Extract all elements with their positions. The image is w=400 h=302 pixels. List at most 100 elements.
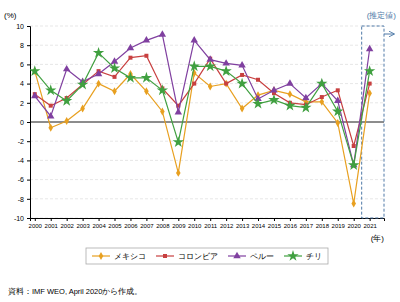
series-point xyxy=(240,105,245,113)
series-line xyxy=(35,35,370,166)
legend-label: チリ xyxy=(306,252,322,261)
series-point xyxy=(112,87,117,95)
x-tick-label: 2005 xyxy=(108,223,122,229)
y-tick-label: -4 xyxy=(18,157,24,164)
grid xyxy=(30,26,384,218)
series-point xyxy=(63,65,70,71)
x-tick: 2019 xyxy=(332,218,346,229)
series-point xyxy=(109,62,120,73)
chart: -10-8-6-4-202468102000200120022003200420… xyxy=(0,0,400,302)
y-tick-mark xyxy=(27,103,30,104)
x-tick-mark xyxy=(146,218,147,221)
x-tick-mark xyxy=(354,218,355,221)
series-point xyxy=(77,79,88,90)
x-tick-label: 2008 xyxy=(156,223,170,229)
series-point xyxy=(224,82,228,86)
series-point xyxy=(270,86,277,92)
legend-label: コロンビア xyxy=(178,252,218,261)
series-point xyxy=(143,36,150,42)
x-tick-mark xyxy=(210,218,211,221)
y-tick-mark xyxy=(27,45,30,46)
x-tick-mark xyxy=(274,218,275,221)
series-point xyxy=(192,82,196,86)
y-tick-label: 2 xyxy=(20,100,24,107)
x-tick-label: 2001 xyxy=(45,223,59,229)
series-point xyxy=(113,75,117,79)
series-point xyxy=(125,72,136,83)
y-tick-label: 4 xyxy=(20,80,24,87)
series-point xyxy=(302,94,309,100)
y-tick: 6 xyxy=(20,61,30,68)
grid-line xyxy=(30,160,384,161)
series-point xyxy=(160,107,165,115)
x-tick-label: 2009 xyxy=(172,223,186,229)
x-tick-label: 2017 xyxy=(300,223,314,229)
plot: -10-8-6-4-202468102000200120022003200420… xyxy=(14,23,385,230)
series-point xyxy=(49,104,53,108)
y-tick: 2 xyxy=(20,100,30,107)
y-tick: -2 xyxy=(18,138,30,145)
x-tick-mark xyxy=(130,218,131,221)
series-point xyxy=(205,60,216,71)
x-tick-mark xyxy=(35,218,36,221)
x-tick: 2002 xyxy=(60,218,74,229)
series-point xyxy=(95,70,102,76)
series-point xyxy=(128,56,132,60)
series-point xyxy=(175,108,182,114)
series-point xyxy=(348,159,359,170)
series-point xyxy=(31,92,38,98)
x-tick: 2000 xyxy=(29,218,43,229)
x-tick-label: 2014 xyxy=(252,223,266,229)
series-point xyxy=(30,65,40,76)
x-tick-mark xyxy=(338,218,339,221)
series-line xyxy=(35,71,370,203)
x-axis-line xyxy=(31,219,385,222)
legend-item: コロンビア xyxy=(156,252,218,261)
series-point xyxy=(159,30,166,36)
annotation: (推定値) xyxy=(367,11,397,20)
series-point xyxy=(284,100,295,111)
y-tick-mark xyxy=(27,141,30,142)
x-tick: 2016 xyxy=(284,218,298,229)
x-tick-mark xyxy=(115,218,116,221)
series-point xyxy=(144,54,148,58)
y-tick-mark xyxy=(27,84,30,85)
series-point xyxy=(352,144,356,148)
y-tick: 4 xyxy=(20,80,30,87)
series-point xyxy=(61,95,72,106)
x-tick: 2004 xyxy=(92,218,106,229)
x-tick-mark xyxy=(290,218,291,221)
y-tick-mark xyxy=(27,180,30,181)
y-tick: -6 xyxy=(18,176,30,183)
x-tick: 2012 xyxy=(220,218,234,229)
x-tick-mark xyxy=(178,218,179,221)
series-point xyxy=(93,47,104,58)
series-point xyxy=(173,136,184,147)
y-tick: 8 xyxy=(20,42,30,49)
y-tick-mark xyxy=(27,199,30,200)
x-tick-label: 2012 xyxy=(220,223,234,229)
legend-items: メキシココロンビアペルーチリ xyxy=(92,250,322,261)
series-area xyxy=(30,30,375,207)
grid-line xyxy=(30,26,384,27)
series-point xyxy=(48,124,53,132)
x-tick: 2003 xyxy=(76,218,90,229)
legend-frame xyxy=(86,248,328,264)
series xyxy=(31,30,373,167)
x-tick-label: 2019 xyxy=(332,223,346,229)
x-tick-mark xyxy=(67,218,68,221)
series-point xyxy=(288,90,293,98)
y-tick: 10 xyxy=(16,23,30,30)
x-tick-mark xyxy=(83,218,84,221)
x-tick-mark xyxy=(51,218,52,221)
legend-symbol xyxy=(287,250,298,261)
series-point xyxy=(334,97,341,103)
x-tick-mark xyxy=(162,218,163,221)
x-tick: 2011 xyxy=(204,218,218,229)
legend: メキシココロンビアペルーチリ xyxy=(86,248,328,264)
x-tick-label: 2002 xyxy=(60,223,74,229)
legend-label: ペルー xyxy=(250,252,274,261)
series-point xyxy=(220,65,231,76)
x-tick: 2020 xyxy=(348,218,362,229)
series-point xyxy=(336,88,340,92)
